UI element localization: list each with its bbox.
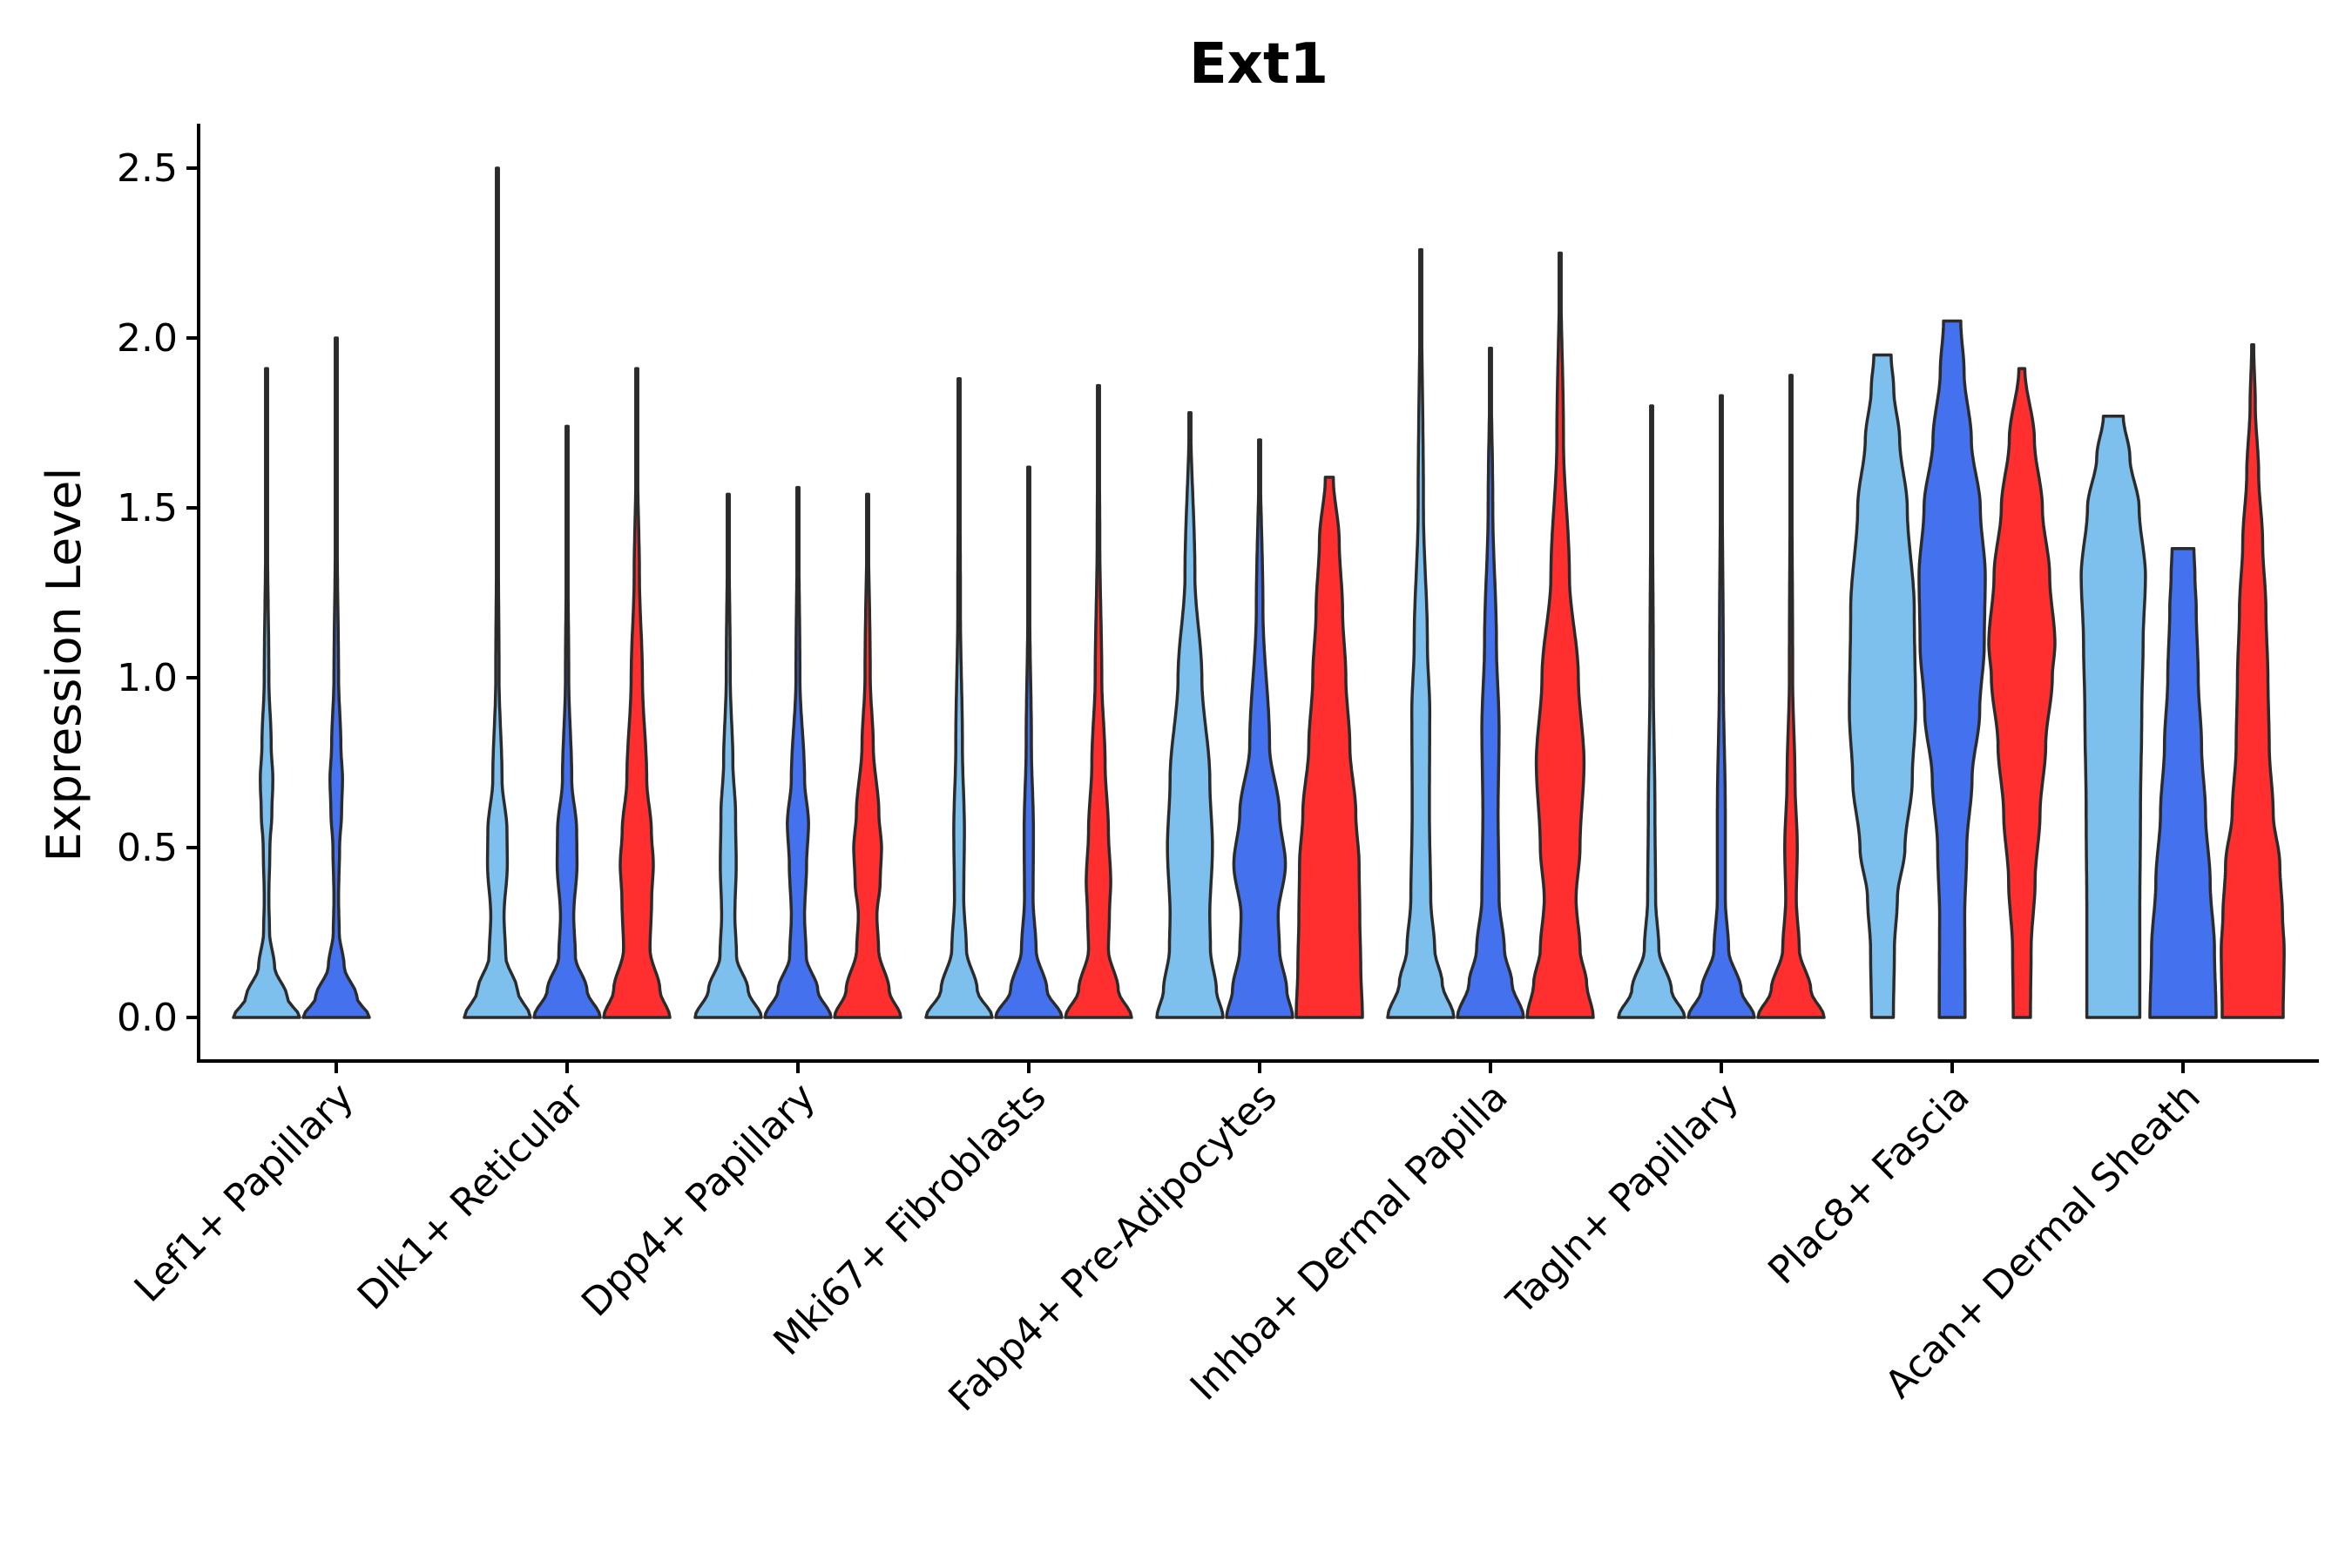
violin-layer [232, 166, 2286, 1019]
violin-group2 [532, 424, 602, 1019]
violin-group3 [1756, 374, 1826, 1019]
violin-group3 [1064, 383, 1133, 1019]
x-tick-label: Dlk1+ Reticular [349, 1074, 594, 1319]
violin-group2 [994, 465, 1064, 1019]
x-tick-label: Plac8+ Fascia [1760, 1075, 1978, 1294]
violin-group1 [1386, 247, 1456, 1019]
violin-group2 [2148, 547, 2218, 1019]
violin-group2 [1225, 438, 1294, 1019]
violin-group1 [1617, 404, 1686, 1019]
violin-group2 [763, 485, 833, 1019]
y-tick-label: 2.5 [117, 146, 178, 191]
y-axis-label: Expression Level [37, 468, 91, 862]
violin-group1 [2079, 414, 2147, 1019]
chart-title: Ext1 [1189, 32, 1328, 97]
violin-group1 [463, 166, 532, 1019]
violin-group2 [1917, 319, 1987, 1019]
x-tick-label: Tagln+ Papillary [1498, 1075, 1747, 1324]
y-tick-label: 0.5 [117, 826, 178, 870]
violin-group3 [1294, 476, 1364, 1019]
y-tick-label: 1.0 [117, 656, 178, 700]
violin-group2 [1456, 346, 1525, 1019]
y-tick-label: 0.0 [117, 996, 178, 1040]
x-tick-label: Lef1+ Papillary [126, 1075, 362, 1311]
violin-group1 [924, 377, 994, 1019]
violin-group3 [1987, 367, 2057, 1019]
violin-group2 [301, 336, 371, 1019]
violin-group1 [232, 367, 301, 1019]
x-tick-label: Dpp4+ Papillary [573, 1075, 824, 1326]
violin-group2 [1686, 394, 1756, 1019]
violin-group3 [602, 367, 672, 1019]
violin-group3 [833, 492, 902, 1019]
y-tick-label: 2.0 [117, 316, 178, 361]
violin-group3 [2220, 343, 2286, 1019]
violin-group1 [693, 492, 763, 1019]
violin-group1 [1155, 411, 1225, 1019]
y-ticks: 0.0 0.5 1.0 1.5 2.0 2.5 [117, 146, 199, 1040]
violin-group1 [1848, 353, 1917, 1019]
y-tick-label: 1.5 [117, 486, 178, 531]
violin-group3 [1525, 251, 1595, 1019]
